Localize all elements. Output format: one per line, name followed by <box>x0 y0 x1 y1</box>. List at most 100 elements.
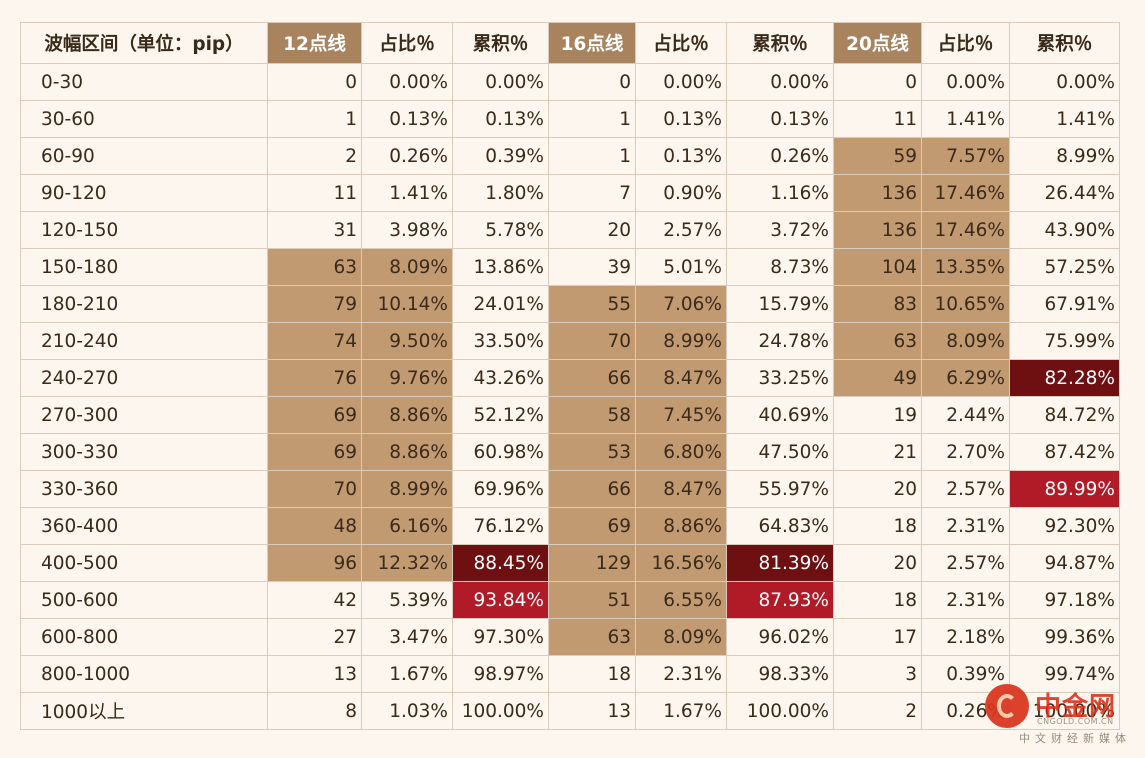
cell-20-line-cumulative: 67.91% <box>1009 285 1120 323</box>
cell-20-line-share: 2.31% <box>921 507 1010 545</box>
cell-20-line-cumulative: 82.28% <box>1009 359 1120 397</box>
cell-12-line-share: 9.76% <box>361 359 453 397</box>
cell-20-line-share: 2.57% <box>921 470 1010 508</box>
cell-16-line-count: 1 <box>548 137 636 175</box>
cell-12-line-share: 1.41% <box>361 174 453 212</box>
cell-12-line-cumulative: 0.00% <box>452 63 549 101</box>
cell-16-line-share: 2.31% <box>635 655 727 693</box>
cell-12-line-share: 1.67% <box>361 655 453 693</box>
table-row: 400-500 96 12.32% 88.45% 129 16.56% 81.39% 20 2.… <box>20 544 1120 582</box>
cell-20-line-count: 21 <box>833 433 922 471</box>
cell-12-line-count: 1 <box>267 100 362 138</box>
cell-20-line-cumulative: 26.44% <box>1009 174 1120 212</box>
cell-12-line-share: 12.32% <box>361 544 453 582</box>
cell-20-line-cumulative: 99.74% <box>1009 655 1120 693</box>
cell-20-line-share: 17.46% <box>921 174 1010 212</box>
table-row: 300-330 69 8.86% 60.98% 53 6.80% 47.50% 21 2.70%… <box>20 433 1120 471</box>
cell-range: 240-270 <box>20 359 268 397</box>
header-range: 波幅区间（单位：pip） <box>20 22 268 64</box>
cell-20-line-share: 6.29% <box>921 359 1010 397</box>
table-row: 60-90 2 0.26% 0.39% 1 0.13% 0.26% 59 7.57% 8.99% <box>20 137 1120 175</box>
cell-20-line-cumulative: 89.99% <box>1009 470 1120 508</box>
cell-12-line-cumulative: 5.78% <box>452 211 549 249</box>
cell-12-line-count: 13 <box>267 655 362 693</box>
cell-20-line-count: 0 <box>833 63 922 101</box>
cell-12-line-cumulative: 98.97% <box>452 655 549 693</box>
cell-16-line-count: 1 <box>548 100 636 138</box>
cell-12-line-cumulative: 1.80% <box>452 174 549 212</box>
cell-20-line-count: 19 <box>833 396 922 434</box>
cell-20-line-count: 20 <box>833 470 922 508</box>
cell-20-line-share: 2.18% <box>921 618 1010 656</box>
cell-16-line-count: 53 <box>548 433 636 471</box>
cell-12-line-cumulative: 100.00% <box>452 692 549 730</box>
cell-20-line-count: 3 <box>833 655 922 693</box>
cell-16-line-share: 0.13% <box>635 137 727 175</box>
table-row: 240-270 76 9.76% 43.26% 66 8.47% 33.25% 49 6.29%… <box>20 359 1120 397</box>
cell-20-line-share: 0.26% <box>921 692 1010 730</box>
cell-20-line-cumulative: 87.42% <box>1009 433 1120 471</box>
cell-20-line-cumulative: 94.87% <box>1009 544 1120 582</box>
cell-16-line-share: 5.01% <box>635 248 727 286</box>
table-row: 500-600 42 5.39% 93.84% 51 6.55% 87.93% 18 2.31%… <box>20 581 1120 619</box>
cell-12-line-cumulative: 43.26% <box>452 359 549 397</box>
cell-16-line-cumulative: 81.39% <box>726 544 834 582</box>
cell-20-line-share: 1.41% <box>921 100 1010 138</box>
cell-12-line-cumulative: 33.50% <box>452 322 549 360</box>
cell-12-line-count: 63 <box>267 248 362 286</box>
table-row: 150-180 63 8.09% 13.86% 39 5.01% 8.73% 104 13.35… <box>20 248 1120 286</box>
cell-16-line-share: 8.09% <box>635 618 727 656</box>
cell-12-line-share: 3.47% <box>361 618 453 656</box>
cell-range: 120-150 <box>20 211 268 249</box>
cell-12-line-cumulative: 88.45% <box>452 544 549 582</box>
cell-20-line-share: 0.39% <box>921 655 1010 693</box>
cell-range: 0-30 <box>20 63 268 101</box>
cell-12-line-share: 1.03% <box>361 692 453 730</box>
cell-12-line-cumulative: 24.01% <box>452 285 549 323</box>
cell-12-line-share: 10.14% <box>361 285 453 323</box>
cell-16-line-share: 8.47% <box>635 359 727 397</box>
cell-16-line-share: 0.90% <box>635 174 727 212</box>
cell-16-line-count: 129 <box>548 544 636 582</box>
cell-20-line-share: 2.70% <box>921 433 1010 471</box>
cell-12-line-count: 11 <box>267 174 362 212</box>
cell-16-line-share: 8.99% <box>635 322 727 360</box>
cell-16-line-cumulative: 55.97% <box>726 470 834 508</box>
cell-20-line-cumulative: 97.18% <box>1009 581 1120 619</box>
cell-20-line-count: 63 <box>833 322 922 360</box>
cell-20-line-cumulative: 92.30% <box>1009 507 1120 545</box>
cell-20-line-count: 104 <box>833 248 922 286</box>
cell-12-line-share: 9.50% <box>361 322 453 360</box>
cell-16-line-count: 69 <box>548 507 636 545</box>
cell-20-line-share: 2.31% <box>921 581 1010 619</box>
cell-12-line-count: 76 <box>267 359 362 397</box>
header-16-line-share: 占比％ <box>635 22 727 64</box>
cell-20-line-count: 59 <box>833 137 922 175</box>
cell-12-line-count: 96 <box>267 544 362 582</box>
cell-12-line-cumulative: 52.12% <box>452 396 549 434</box>
cell-16-line-cumulative: 0.13% <box>726 100 834 138</box>
cell-12-line-cumulative: 97.30% <box>452 618 549 656</box>
cell-20-line-count: 17 <box>833 618 922 656</box>
header-20-line-count: 20点线 <box>833 22 922 64</box>
cell-16-line-cumulative: 64.83% <box>726 507 834 545</box>
cell-12-line-share: 6.16% <box>361 507 453 545</box>
cell-12-line-count: 31 <box>267 211 362 249</box>
header-12-line-share: 占比％ <box>361 22 453 64</box>
header-row: 波幅区间（单位：pip） 12点线 占比％ 累积％ 16点线 占比％ 累积％ 2… <box>20 22 1120 64</box>
header-12-line-count: 12点线 <box>267 22 362 64</box>
cell-20-line-share: 7.57% <box>921 137 1010 175</box>
table-row: 1000以上 8 1.03% 100.00% 13 1.67% 100.00% 2 0.26% 1… <box>20 692 1120 730</box>
cell-12-line-count: 48 <box>267 507 362 545</box>
cell-16-line-count: 0 <box>548 63 636 101</box>
cell-16-line-count: 20 <box>548 211 636 249</box>
cell-20-line-count: 49 <box>833 359 922 397</box>
cell-16-line-cumulative: 87.93% <box>726 581 834 619</box>
cell-range: 270-300 <box>20 396 268 434</box>
cell-16-line-count: 70 <box>548 322 636 360</box>
watermark-slogan: 中文财经新媒体 <box>1019 732 1131 745</box>
cell-range: 180-210 <box>20 285 268 323</box>
cell-16-line-cumulative: 3.72% <box>726 211 834 249</box>
cell-20-line-share: 2.57% <box>921 544 1010 582</box>
table-row: 600-800 27 3.47% 97.30% 63 8.09% 96.02% 17 2.18%… <box>20 618 1120 656</box>
